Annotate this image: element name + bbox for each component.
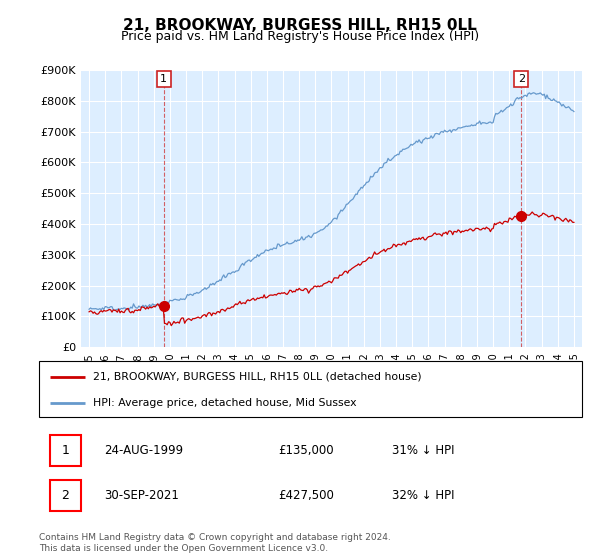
Text: 24-AUG-1999: 24-AUG-1999 <box>104 444 183 458</box>
Text: 2: 2 <box>518 74 525 84</box>
Text: 30-SEP-2021: 30-SEP-2021 <box>104 489 179 502</box>
Text: 32% ↓ HPI: 32% ↓ HPI <box>392 489 454 502</box>
Text: 1: 1 <box>62 444 70 458</box>
Text: £135,000: £135,000 <box>278 444 334 458</box>
Text: 2: 2 <box>62 489 70 502</box>
Text: Price paid vs. HM Land Registry's House Price Index (HPI): Price paid vs. HM Land Registry's House … <box>121 30 479 43</box>
Text: 31% ↓ HPI: 31% ↓ HPI <box>392 444 454 458</box>
Text: 21, BROOKWAY, BURGESS HILL, RH15 0LL: 21, BROOKWAY, BURGESS HILL, RH15 0LL <box>123 18 477 34</box>
Text: £427,500: £427,500 <box>278 489 334 502</box>
Text: 21, BROOKWAY, BURGESS HILL, RH15 0LL (detached house): 21, BROOKWAY, BURGESS HILL, RH15 0LL (de… <box>94 372 422 382</box>
Text: Contains HM Land Registry data © Crown copyright and database right 2024.
This d: Contains HM Land Registry data © Crown c… <box>39 533 391 553</box>
Text: 1: 1 <box>160 74 167 84</box>
Text: HPI: Average price, detached house, Mid Sussex: HPI: Average price, detached house, Mid … <box>94 398 357 408</box>
